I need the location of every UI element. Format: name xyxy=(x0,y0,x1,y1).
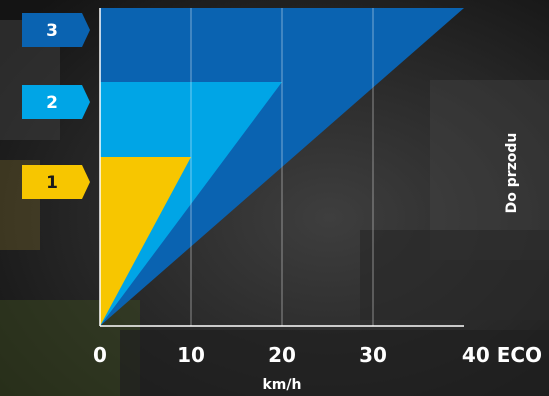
gear-2-area xyxy=(100,82,282,326)
gear-3-marker-shape xyxy=(22,13,90,47)
x-tick-label: 40 ECO xyxy=(462,343,542,367)
gear-2-marker-shape xyxy=(22,85,90,119)
gear-1-marker: 1 xyxy=(22,165,90,199)
x-tick-label: 0 xyxy=(93,343,107,367)
gear-1-label: 1 xyxy=(46,173,58,193)
gear-2-label: 2 xyxy=(46,93,58,113)
y-axis-label: Do przodu xyxy=(504,133,520,214)
gear-2-marker: 2 xyxy=(22,85,90,119)
x-tick-label: 20 xyxy=(268,343,296,367)
x-tick-labels: 0 10 20 30 40 ECO xyxy=(93,343,542,367)
x-tick-label: 10 xyxy=(177,343,205,367)
gear-1-marker-shape xyxy=(22,165,90,199)
x-axis-label: km/h xyxy=(263,377,302,393)
gear-1-area xyxy=(100,157,191,326)
gear-3-label: 3 xyxy=(46,21,58,41)
plot-area xyxy=(99,8,464,327)
x-tick-label: 30 xyxy=(359,343,387,367)
gear-markers: 1 2 3 xyxy=(22,13,90,199)
gear-3-marker: 3 xyxy=(22,13,90,47)
